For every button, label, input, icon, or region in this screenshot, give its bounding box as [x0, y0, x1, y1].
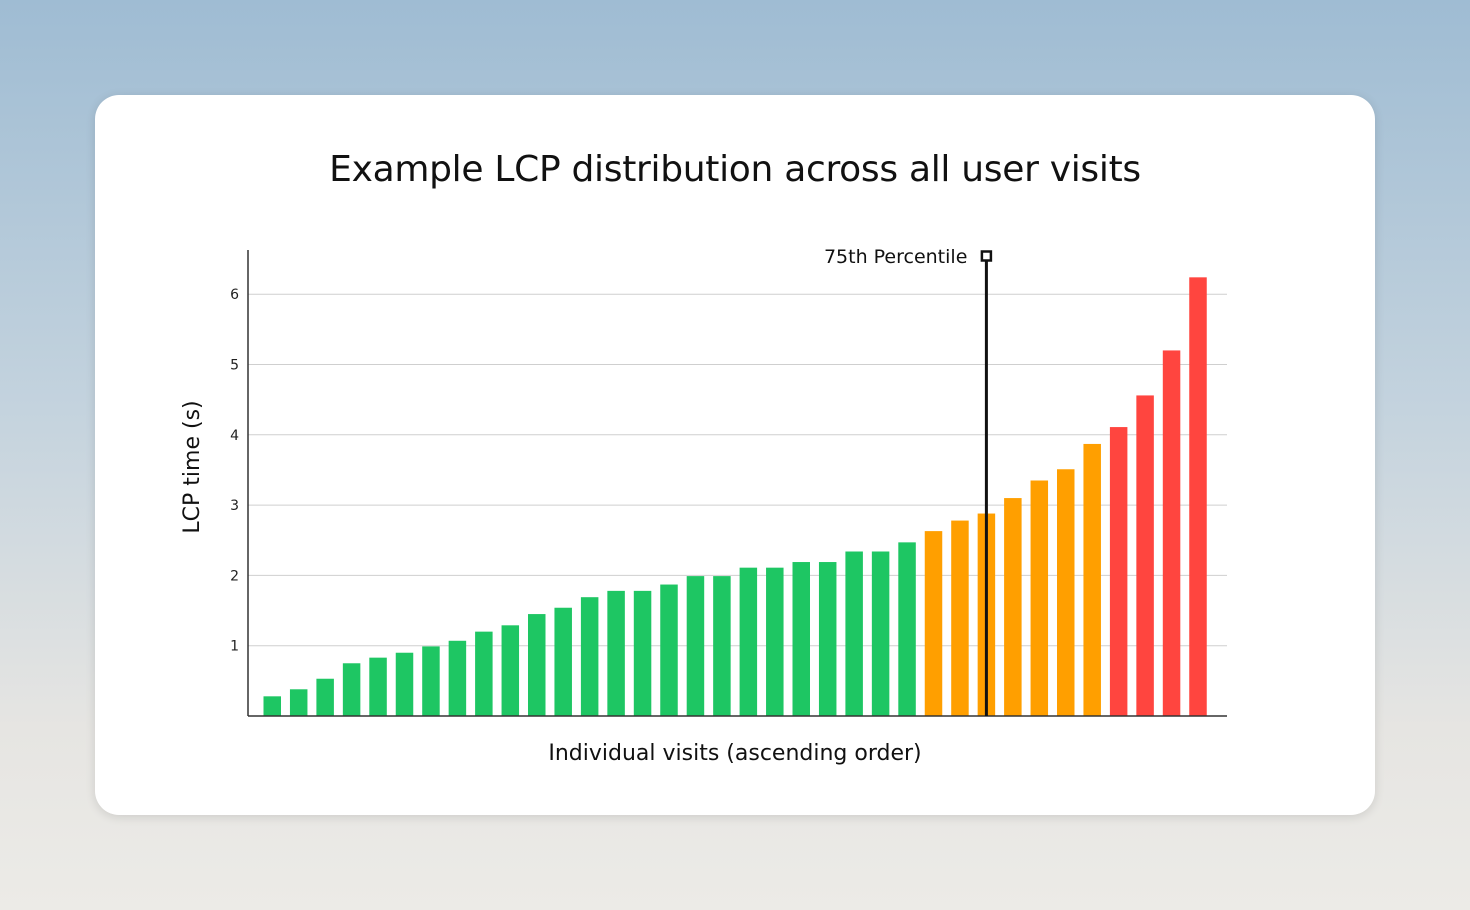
- bar-16: [660, 584, 678, 716]
- axes: [247, 250, 1227, 717]
- y-tick-label-5: 5: [230, 358, 239, 374]
- bar-12: [554, 607, 572, 716]
- chart-title: Example LCP distribution across all user…: [329, 149, 1141, 190]
- bar-32: [1083, 443, 1101, 716]
- x-axis-label: Individual visits (ascending order): [548, 741, 921, 766]
- bar-15: [633, 590, 652, 716]
- bar-10: [501, 625, 520, 716]
- percentile-marker: [980, 250, 993, 262]
- bar-23: [845, 551, 863, 716]
- bar-17: [686, 576, 705, 716]
- bar-11: [528, 614, 546, 716]
- bar-20: [766, 567, 784, 716]
- bar-31: [1057, 469, 1075, 716]
- bar-4: [342, 663, 361, 716]
- bar-14: [607, 590, 625, 716]
- bar-34: [1136, 395, 1154, 716]
- y-tick-label-6: 6: [230, 287, 239, 303]
- bar-8: [448, 640, 467, 716]
- bar-1: [263, 696, 281, 716]
- y-tick-label-2: 2: [230, 568, 239, 584]
- bar-35: [1162, 350, 1181, 716]
- bar-26: [924, 531, 943, 716]
- bar-21: [792, 562, 810, 716]
- bar-25: [898, 542, 916, 716]
- y-tick-label-3: 3: [230, 498, 239, 514]
- bar-7: [422, 646, 440, 716]
- bar-6: [395, 652, 414, 716]
- bars: [263, 277, 1207, 716]
- bar-30: [1030, 480, 1049, 716]
- grid-lines: [248, 293, 1227, 647]
- chart-card: Example LCP distribution across all user…: [95, 95, 1375, 815]
- bar-24: [871, 551, 890, 716]
- bar-9: [475, 631, 493, 716]
- y-tick-label-4: 4: [230, 428, 239, 444]
- bar-27: [951, 520, 969, 716]
- bar-13: [580, 597, 599, 716]
- bar-22: [818, 562, 837, 716]
- lcp-bar-chart: 1 2 3 4 5 6 75th Percentile LCP time (s) Indi…: [180, 246, 1227, 766]
- bar-36: [1189, 277, 1207, 716]
- percentile-annotation: 75th Percentile: [824, 246, 993, 716]
- bar-19: [739, 567, 758, 716]
- percentile-label: 75th Percentile: [824, 246, 967, 268]
- y-tick-label-1: 1: [230, 639, 239, 655]
- bar-2: [289, 689, 308, 716]
- bar-3: [316, 678, 334, 716]
- y-axis-label: LCP time (s): [180, 400, 205, 533]
- y-tick-labels: 1 2 3 4 5 6: [230, 287, 239, 655]
- bar-29: [1004, 498, 1022, 716]
- bar-18: [713, 576, 731, 716]
- bar-33: [1109, 427, 1128, 716]
- bar-5: [369, 657, 387, 716]
